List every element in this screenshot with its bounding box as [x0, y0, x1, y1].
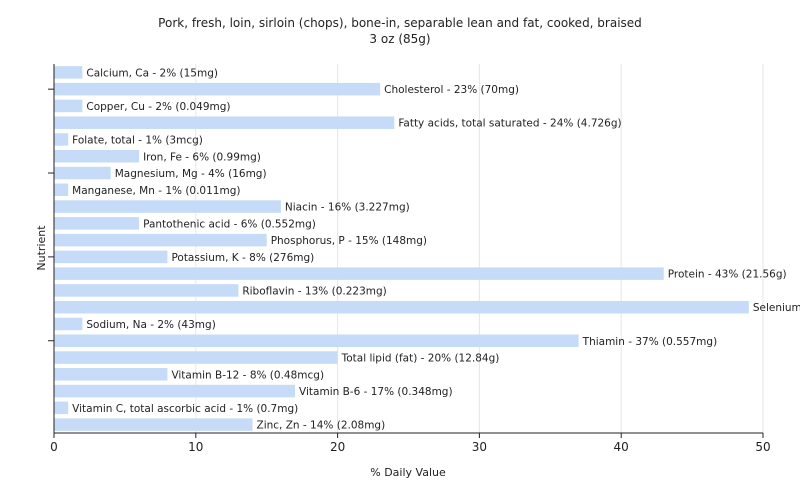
bars: Calcium, Ca - 2% (15mg) Cholesterol - 23%… — [54, 66, 800, 432]
bar-label: Total lipid (fat) - 20% (12.84g) — [341, 353, 500, 365]
bar-label: Manganese, Mn - 1% (0.011mg) — [72, 185, 240, 197]
bar-label: Sodium, Na - 2% (43mg) — [86, 319, 215, 331]
bar — [54, 116, 395, 129]
bar — [54, 300, 749, 314]
chart-subtitle: 3 oz (85g) — [369, 32, 431, 46]
bar — [54, 166, 111, 180]
bar-label: Protein - 43% (21.56g) — [668, 269, 787, 281]
x-tick-label: 50 — [755, 440, 770, 454]
bar-label: Niacin - 16% (3.227mg) — [285, 202, 410, 214]
bar — [54, 99, 83, 113]
bar — [54, 368, 168, 381]
bar — [54, 217, 140, 230]
bar-label: Thiamin - 37% (0.557mg) — [582, 336, 718, 348]
bar — [54, 133, 69, 146]
bar — [54, 418, 253, 431]
axes: 0 10 20 30 40 50 — [48, 64, 771, 454]
x-tick-label: 30 — [472, 440, 487, 454]
bar-label: Zinc, Zn - 14% (2.08mg) — [257, 420, 386, 432]
bar — [54, 384, 296, 398]
bar-label: Copper, Cu - 2% (0.049mg) — [86, 101, 230, 113]
bar — [54, 250, 168, 264]
bar — [54, 200, 281, 213]
x-tick-label: 40 — [614, 440, 629, 454]
bar-label: Selenium, Se - 49% (34.4mcg) — [753, 302, 800, 314]
x-tick-label: 0 — [50, 440, 58, 454]
y-axis-label: Nutrient — [35, 225, 48, 271]
bar-label: Phosphorus, P - 15% (148mg) — [271, 235, 427, 247]
bar-label: Cholesterol - 23% (70mg) — [384, 84, 519, 96]
chart-title: Pork, fresh, loin, sirloin (chops), bone… — [158, 16, 642, 30]
x-axis-label: % Daily Value — [370, 466, 446, 479]
bar — [54, 82, 381, 96]
bar — [54, 284, 239, 297]
bar — [54, 267, 664, 280]
bar-label: Riboflavin - 13% (0.223mg) — [242, 285, 386, 297]
bar — [54, 150, 140, 163]
bar-label: Fatty acids, total saturated - 24% (4.72… — [398, 118, 621, 130]
x-tick-label: 20 — [330, 440, 345, 454]
bar-label: Iron, Fe - 6% (0.99mg) — [143, 151, 261, 163]
bar — [54, 401, 69, 415]
bar-label: Folate, total - 1% (3mcg) — [72, 134, 203, 146]
bar-label: Vitamin B-12 - 8% (0.48mcg) — [171, 369, 324, 381]
bar — [54, 183, 69, 197]
chart-title-block: Pork, fresh, loin, sirloin (chops), bone… — [0, 15, 800, 47]
bar-label: Magnesium, Mg - 4% (16mg) — [115, 168, 267, 180]
bar — [54, 66, 83, 79]
bar-label: Vitamin C, total ascorbic acid - 1% (0.7… — [72, 403, 298, 415]
bar-label: Pantothenic acid - 6% (0.552mg) — [143, 218, 316, 230]
bar — [54, 233, 267, 247]
bar — [54, 317, 83, 331]
bar-label: Potassium, K - 8% (276mg) — [171, 252, 314, 264]
bar — [54, 334, 579, 347]
bar — [54, 351, 338, 364]
bar-label: Vitamin B-6 - 17% (0.348mg) — [299, 386, 453, 398]
bar-label: Calcium, Ca - 2% (15mg) — [86, 67, 218, 79]
x-tick-label: 10 — [188, 440, 203, 454]
